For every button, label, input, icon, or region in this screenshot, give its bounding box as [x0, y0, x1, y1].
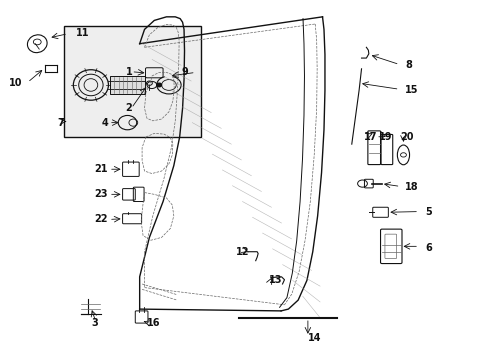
- Text: 14: 14: [307, 333, 321, 343]
- Text: 17: 17: [363, 132, 377, 142]
- Text: 1: 1: [125, 67, 132, 77]
- Text: 4: 4: [101, 118, 108, 128]
- Text: 3: 3: [91, 319, 98, 328]
- Text: 7: 7: [57, 118, 64, 128]
- Text: 20: 20: [400, 132, 413, 142]
- Text: 11: 11: [76, 28, 90, 38]
- Text: 21: 21: [94, 164, 108, 174]
- Text: 23: 23: [94, 189, 108, 199]
- Text: 16: 16: [147, 319, 160, 328]
- Text: 8: 8: [405, 60, 411, 70]
- Text: 10: 10: [9, 78, 22, 88]
- Text: 6: 6: [424, 243, 431, 253]
- Bar: [110, 76, 144, 94]
- Bar: [64, 26, 200, 137]
- Text: 18: 18: [405, 182, 418, 192]
- Text: 13: 13: [268, 275, 282, 285]
- Text: 12: 12: [235, 247, 249, 257]
- Circle shape: [157, 83, 161, 87]
- Text: 22: 22: [94, 215, 108, 224]
- Text: 19: 19: [378, 132, 391, 142]
- Text: 15: 15: [405, 85, 418, 95]
- Text: 5: 5: [424, 207, 431, 217]
- Text: 2: 2: [125, 103, 132, 113]
- Text: 9: 9: [181, 67, 187, 77]
